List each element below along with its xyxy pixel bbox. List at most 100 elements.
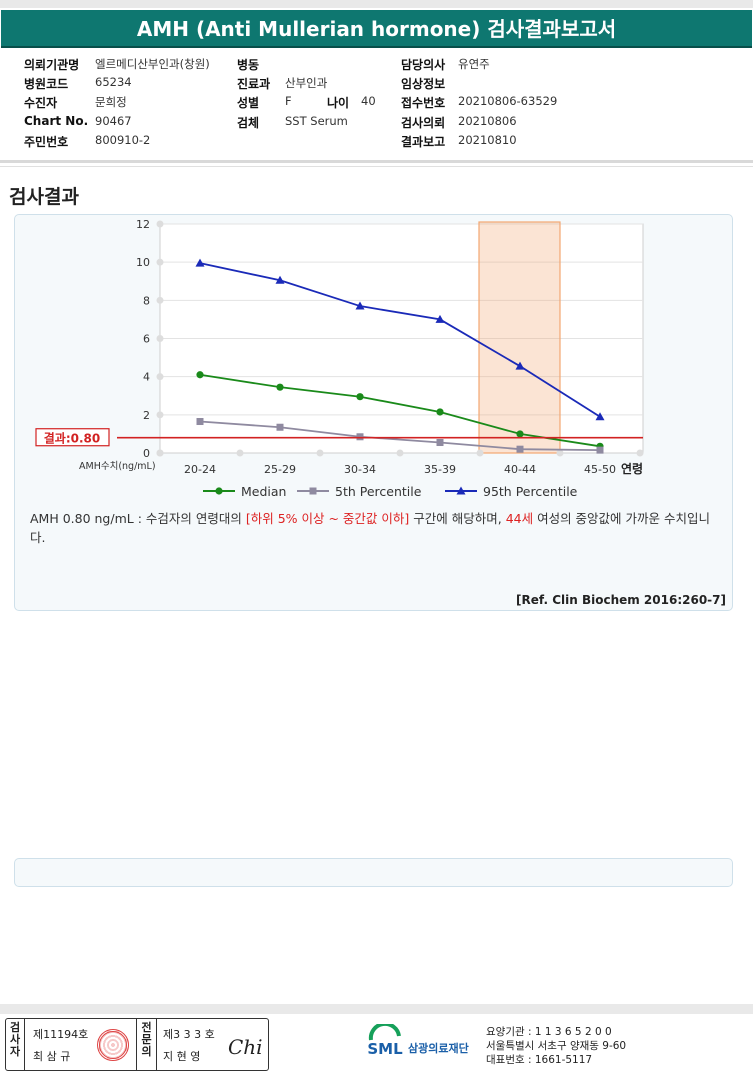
ward-label: 병동 (237, 58, 260, 72)
data-point-5th-percentile (276, 423, 284, 431)
specialist-license: 제3 3 3 호 (163, 1028, 215, 1041)
result-label-box (35, 428, 110, 447)
interp-age-highlight: 44세 (505, 511, 534, 526)
legend-label-median: Median (241, 484, 286, 499)
receipt-value: 20210806-63529 (458, 94, 558, 108)
x-tick-dot (316, 449, 324, 457)
interp-range-highlight: [하위 5% 이상 ~ 중간값 이하] (245, 511, 410, 526)
data-point-5th-percentile (516, 445, 524, 453)
highlight-band (478, 221, 561, 454)
request-label: 검사의뢰 (401, 116, 446, 130)
institution-label: 의뢰기관명 (24, 58, 80, 72)
legend-marker-95th-percentile (456, 486, 466, 495)
series-line-95th-percentile (199, 262, 601, 418)
y-tick-label: 4 (143, 371, 150, 384)
data-point-95th-percentile (595, 412, 605, 421)
series-line-median (199, 373, 601, 448)
comment-panel (14, 858, 733, 887)
y-tick-dot (156, 258, 164, 266)
x-tick-label: 35-39 (424, 463, 456, 476)
x-tick-label: 20-24 (184, 463, 216, 476)
lab-phone: 대표번호 : 1661-5117 (486, 1054, 593, 1066)
data-point-95th-percentile (515, 361, 525, 370)
clinical-label: 임상정보 (401, 77, 446, 91)
amh-chart: 0 2 4 6 8 10 12 AMH수치(ng/mL) 20-24 25-29 30-34 35-… (35, 218, 644, 499)
report-value: 20210810 (458, 133, 517, 147)
data-point-5th-percentile (436, 439, 444, 447)
x-axis-suffix: 연령 (621, 461, 643, 476)
lab-agency: 요양기관 : 1 1 3 6 5 2 0 0 (486, 1026, 612, 1038)
x-tick-dot (156, 449, 164, 457)
interpretation-text: AMH 0.80 ng/mL : 수검자의 연령대의 [하위 5% 이상 ~ 중… (30, 509, 725, 547)
reference-citation: [Ref. Clin Biochem 2016:260-7] (516, 593, 726, 607)
y-tick-dot (156, 220, 164, 228)
age-label: 나이 (327, 96, 350, 110)
x-tick-label: 25-29 (264, 463, 296, 476)
dept-label: 진료과 (237, 77, 271, 91)
specimen-value: SST Serum (285, 114, 348, 128)
lab-name: 삼광의료재단 (408, 1042, 469, 1055)
x-tick-dot (636, 449, 644, 457)
y-tick-label: 8 (143, 294, 150, 307)
id-label: 주민번호 (24, 135, 69, 149)
patient-value: 문희정 (95, 95, 127, 109)
specimen-label: 검체 (237, 116, 260, 130)
hospital-code-label: 병원코드 (24, 77, 69, 91)
chart-no-value: 90467 (95, 114, 132, 128)
hospital-code-value: 65234 (95, 75, 132, 89)
dept-value: 산부인과 (285, 76, 328, 90)
chart-no-label: Chart No. (24, 114, 89, 128)
examiner-name: 최 삼 규 (33, 1050, 71, 1063)
legend-label-5th-percentile: 5th Percentile (335, 484, 422, 499)
series-95th-percentile (195, 258, 605, 421)
y-tick-dot (156, 411, 164, 419)
data-point-median (276, 383, 284, 391)
x-tick-dot (236, 449, 244, 457)
lab-address: 서울특별시 서초구 양재동 9-60 (486, 1040, 627, 1052)
data-point-95th-percentile (195, 258, 205, 267)
patient-info: 의뢰기관명 엘르메디산부인과(창원) 병원코드 65234 수진자 문희정 Ch… (0, 52, 753, 156)
y-tick-label: 10 (136, 256, 150, 269)
legend-label-95th-percentile: 95th Percentile (483, 484, 578, 499)
divider (0, 166, 753, 167)
lab-info: 요양기관 : 1 1 3 6 5 2 0 0 서울특별시 서초구 양재동 9-6… (486, 1025, 626, 1067)
data-point-5th-percentile (356, 433, 364, 441)
x-tick-label: 30-34 (344, 463, 376, 476)
institution-value: 엘르메디산부인과(창원) (95, 57, 210, 71)
data-point-5th-percentile (596, 446, 604, 454)
request-value: 20210806 (458, 114, 517, 128)
y-tick-dot (156, 335, 164, 342)
data-point-95th-percentile (355, 301, 365, 310)
x-tick-label: 40-44 (504, 463, 536, 476)
sml-logo-text: SML (367, 1040, 403, 1058)
specialist-signature: Chi (228, 1035, 263, 1059)
top-margin (0, 0, 753, 8)
legend-marker-5th-percentile (309, 487, 317, 495)
y-tick-label: 0 (143, 447, 150, 460)
data-point-median (436, 408, 444, 416)
interp-part1: AMH 0.80 ng/mL : 수검자의 연령대의 (30, 511, 246, 526)
sml-logo-icon: SML (367, 1024, 403, 1058)
y-tick-label: 2 (143, 409, 150, 422)
data-point-median (356, 393, 364, 401)
data-point-median (516, 430, 524, 438)
divider (0, 160, 753, 163)
section-title: 검사결과 (9, 186, 79, 208)
y-tick-label: 6 (143, 333, 150, 346)
report-label: 결과보고 (401, 135, 446, 149)
sex-value: F (285, 94, 292, 108)
interp-part3: 여성의 중앙값에 가까운 수치입니다. (30, 511, 710, 545)
sex-label: 성별 (237, 96, 260, 110)
data-point-95th-percentile (275, 275, 285, 284)
series-5th-percentile (196, 418, 604, 454)
y-tick-dot (156, 296, 164, 304)
id-value: 800910-2 (95, 133, 151, 147)
y-tick-label: 12 (136, 218, 150, 231)
examiner-license: 제11194호 (33, 1028, 89, 1041)
data-point-95th-percentile (435, 314, 445, 323)
receipt-label: 접수번호 (401, 96, 446, 110)
data-point-median (196, 371, 204, 379)
y-axis-label: AMH수치(ng/mL) (79, 460, 156, 472)
